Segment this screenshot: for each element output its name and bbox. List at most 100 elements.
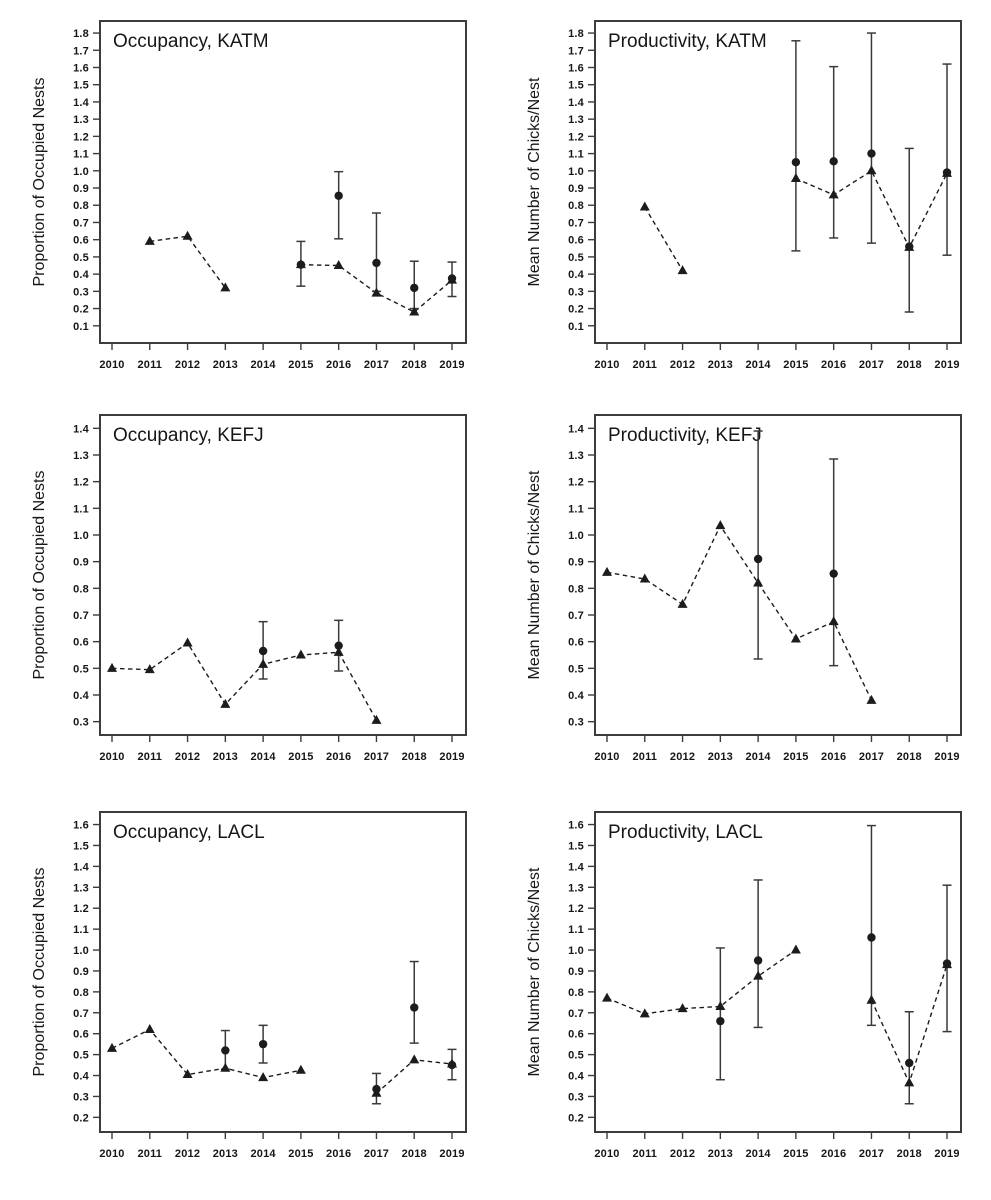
y-tick-label: 1.0 [73, 166, 89, 178]
x-tick-label: 2010 [594, 751, 619, 763]
y-tick-label: 1.2 [568, 477, 584, 489]
x-tick-label: 2017 [364, 359, 389, 371]
x-tick-label: 2014 [745, 751, 771, 763]
x-tick-label: 2019 [439, 359, 464, 371]
plot-box [99, 811, 467, 1133]
triangle-marker [790, 944, 801, 954]
y-tick-label: 1.4 [568, 97, 585, 109]
y-tick-label: 0.5 [73, 1050, 89, 1062]
y-tick-label: 0.6 [73, 637, 89, 649]
panel-productivity-kefj: 0.3 0.4 0.5 0.6 0.7 0.8 0.9 1.0 1.1 1.2 1.3 1.4 2010… [495, 400, 991, 800]
y-tick-label: 0.3 [568, 717, 584, 729]
trend-line [300, 264, 453, 313]
x-tick-label: 2013 [708, 751, 733, 763]
x-tick-label: 2015 [783, 1148, 808, 1160]
x-tick-label: 2011 [632, 359, 657, 371]
y-tick-label: 1.5 [73, 80, 89, 92]
trend-line [111, 641, 378, 721]
trend-line [606, 524, 873, 701]
triangle-marker [220, 1062, 231, 1072]
circle-marker [867, 149, 876, 158]
y-tick-label: 1.7 [73, 45, 89, 57]
circle-marker [258, 1039, 268, 1049]
y-tick-label: 0.2 [73, 1112, 89, 1124]
x-tick-label: 2019 [439, 1148, 464, 1160]
triangle-marker [753, 970, 764, 980]
x-tick-label: 2016 [326, 359, 351, 371]
x-tick-label: 2014 [250, 1148, 276, 1160]
y-tick-label: 1.2 [73, 131, 89, 143]
trend-line [795, 169, 948, 249]
plot-box [99, 414, 467, 736]
x-tick-label: 2011 [632, 751, 657, 763]
panel-title: Productivity, KEFJ [608, 425, 762, 446]
triangle-marker [144, 235, 155, 245]
circle-marker [447, 274, 457, 283]
triangle-marker [144, 664, 155, 674]
y-tick-label: 1.2 [73, 903, 89, 915]
triangle-marker [258, 658, 269, 668]
y-tick-label: 0.2 [73, 304, 89, 316]
y-tick-label: 0.5 [568, 663, 584, 675]
y-tick-label: 1.4 [73, 861, 90, 873]
y-tick-label: 0.3 [568, 1091, 584, 1103]
triangle-marker [409, 306, 420, 316]
y-axis-label: Proportion of Occupied Nests [31, 868, 48, 1077]
y-tick-label: 0.4 [568, 690, 585, 702]
x-tick-label: 2017 [364, 751, 389, 763]
triangle-marker [602, 992, 612, 1002]
x-tick-label: 2018 [897, 751, 922, 763]
circle-marker [410, 283, 419, 293]
x-tick-label: 2017 [859, 359, 884, 371]
panel-title: Productivity, KATM [608, 31, 767, 52]
y-tick-label: 0.4 [73, 690, 90, 702]
circle-marker [372, 1084, 381, 1094]
circle-marker [942, 959, 952, 968]
y-axis-label: Mean Number of Chicks/Nest [526, 77, 543, 287]
y-tick-label: 1.0 [568, 945, 584, 957]
y-tick-label: 0.3 [73, 286, 89, 298]
x-tick-label: 2012 [670, 1148, 695, 1160]
triangle-marker [107, 1042, 117, 1052]
y-tick-label: 0.5 [73, 663, 89, 675]
error-bar [334, 170, 344, 240]
y-tick-label: 1.8 [568, 28, 584, 40]
x-tick-label: 2019 [439, 751, 464, 763]
y-tick-label: 1.5 [73, 840, 89, 852]
y-tick-label: 1.3 [568, 114, 584, 126]
x-tick-label: 2015 [288, 751, 313, 763]
y-tick-label: 1.8 [73, 28, 89, 40]
x-tick-label: 2014 [250, 751, 276, 763]
triangle-marker [828, 189, 839, 199]
triangle-marker [220, 698, 231, 708]
circle-marker [942, 168, 952, 177]
x-tick-label: 2015 [783, 751, 808, 763]
y-tick-label: 0.2 [568, 1112, 584, 1124]
trend-line [111, 1028, 302, 1079]
error-bar [904, 1010, 914, 1105]
x-tick-label: 2011 [137, 359, 162, 371]
y-tick-label: 1.1 [73, 924, 89, 936]
y-tick-label: 1.3 [73, 882, 89, 894]
y-tick-label: 1.7 [568, 45, 584, 57]
triangle-marker [677, 265, 688, 275]
error-bar [866, 824, 876, 1027]
circle-marker [296, 260, 306, 269]
y-tick-label: 0.8 [568, 583, 584, 595]
triangle-marker [333, 646, 344, 656]
y-tick-label: 0.5 [73, 252, 89, 264]
triangle-marker [790, 633, 801, 643]
panel-title: Occupancy, KEFJ [113, 425, 264, 446]
error-bar [942, 884, 952, 1033]
y-tick-label: 0.8 [568, 200, 584, 212]
x-tick-label: 2012 [670, 751, 695, 763]
y-tick-label: 1.3 [73, 450, 89, 462]
trend-line [606, 949, 797, 1015]
circle-marker [753, 956, 763, 965]
x-tick-label: 2015 [288, 359, 313, 371]
x-tick-label: 2016 [326, 751, 351, 763]
panel-title: Productivity, LACL [608, 822, 763, 843]
triangle-marker [828, 616, 839, 626]
y-tick-label: 0.3 [73, 1091, 89, 1103]
triangle-marker [409, 1054, 420, 1064]
